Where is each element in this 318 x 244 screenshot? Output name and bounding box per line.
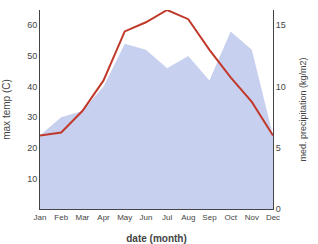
svg-text:max temp (C): max temp (C) <box>1 79 12 140</box>
svg-text:15: 15 <box>276 20 286 30</box>
svg-text:Dec: Dec <box>266 213 280 222</box>
svg-text:10: 10 <box>276 82 286 92</box>
svg-text:Feb: Feb <box>54 213 68 222</box>
svg-text:50: 50 <box>27 51 37 61</box>
svg-text:Oct: Oct <box>224 213 237 222</box>
svg-text:Nov: Nov <box>245 213 259 222</box>
svg-text:60: 60 <box>27 20 37 30</box>
svg-text:date (month): date (month) <box>126 233 187 244</box>
svg-text:20: 20 <box>27 143 37 153</box>
svg-text:Jun: Jun <box>139 213 152 222</box>
svg-text:Mar: Mar <box>75 213 89 222</box>
svg-text:0: 0 <box>276 204 281 214</box>
svg-text:Aug: Aug <box>181 213 195 222</box>
svg-text:40: 40 <box>27 82 37 92</box>
svg-text:30: 30 <box>27 112 37 122</box>
svg-text:10: 10 <box>27 174 37 184</box>
svg-text:May: May <box>117 213 132 222</box>
svg-text:5: 5 <box>276 143 281 153</box>
svg-text:med. precipitation (kg/m2): med. precipitation (kg/m2) <box>298 57 308 161</box>
svg-text:Sep: Sep <box>202 213 217 222</box>
svg-text:Apr: Apr <box>97 213 110 222</box>
svg-text:Jan: Jan <box>34 213 47 222</box>
svg-text:Jul: Jul <box>162 213 172 222</box>
